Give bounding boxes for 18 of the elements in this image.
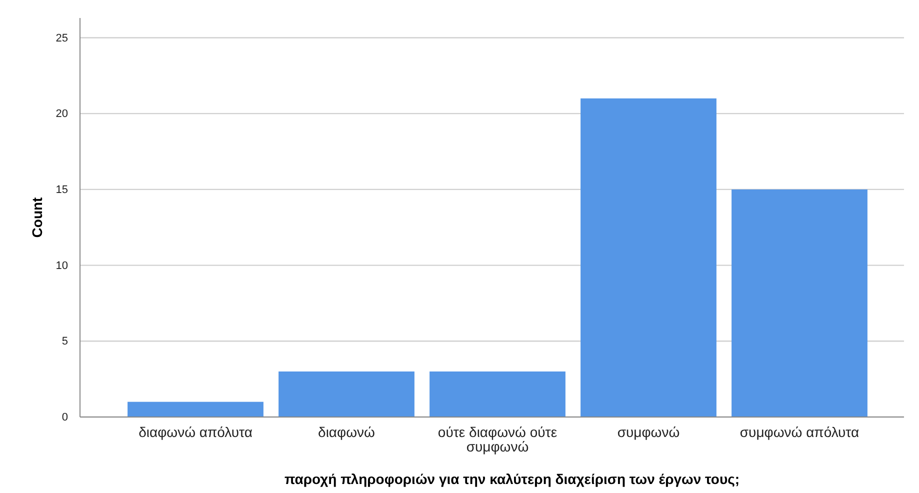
y-tick-label: 10 (56, 260, 68, 272)
x-tick-label: ούτε διαφωνώ ούτε συμφωνώ (438, 424, 558, 455)
y-tick-label: 5 (62, 336, 68, 348)
y-axis-title: Count (29, 196, 45, 238)
y-tick-label: 0 (62, 412, 68, 424)
x-tick-label: συμφωνώ απόλυτα (740, 424, 860, 440)
y-tick-label: 25 (56, 32, 68, 44)
x-axis-title: παροχή πληροφοριών για την καλύτερη διαχείριση των έργων τους; (284, 471, 740, 487)
x-tick-label: διαφωνώ (318, 424, 376, 440)
bar (732, 189, 868, 417)
bar (430, 371, 566, 417)
x-tick-label: διαφωνώ απόλυτα (138, 424, 252, 440)
x-tick-label: συμφωνώ (617, 424, 680, 440)
y-tick-label: 15 (56, 184, 68, 196)
bar (278, 371, 414, 417)
y-tick-label: 20 (56, 108, 68, 120)
bar (128, 402, 264, 417)
bar (580, 98, 716, 417)
